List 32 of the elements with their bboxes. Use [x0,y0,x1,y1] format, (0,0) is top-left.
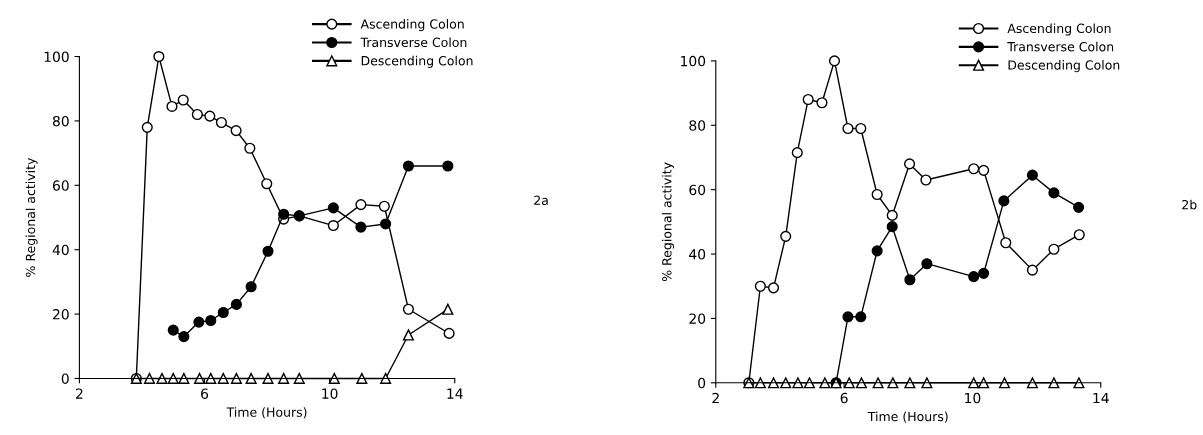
y-tick-label: 80 [52,115,69,127]
y-tick-label: 40 [52,244,69,256]
x-axis-title: Time (Hours) [226,407,307,419]
legend-label: Descending Colon [1008,60,1120,73]
x-tick-label: 14 [1093,392,1109,404]
y-tick-label: 60 [52,180,69,191]
x-axis-title: Time (Hours) [867,411,948,423]
y-tick-label: 60 [689,184,706,196]
y-tick-label: 100 [44,51,69,63]
legend-label: Ascending Colon [1007,23,1111,36]
legend-label: Transverse Colon [1007,41,1114,52]
y-tick-label: 80 [689,120,706,131]
x-tick-label: 2 [76,388,83,399]
x-tick-label: 14 [447,388,463,399]
legend-label: Ascending Colon [360,19,464,32]
y-tick-label: 0 [61,373,69,384]
y-tick-label: 0 [698,377,706,389]
x-tick-label: 10 [322,388,338,399]
y-tick-label: 100 [681,55,706,67]
x-tick-label: 6 [840,392,848,404]
y-axis-title: % Regional activity [661,162,674,282]
y-tick-label: 20 [53,309,69,320]
y-axis-title: % Regional activity [25,157,38,277]
y-tick-label: 20 [689,313,706,324]
x-tick-label: 10 [965,392,981,404]
legend-label: Transverse Colon [360,37,467,48]
legend-label: Descending Colon [361,55,473,68]
text: 2a [534,195,548,206]
y-tick-label: 40 [689,249,706,260]
x-tick-label: 6 [201,388,209,399]
text: 2b [1182,199,1197,210]
x-tick-label: 2 [712,392,719,404]
